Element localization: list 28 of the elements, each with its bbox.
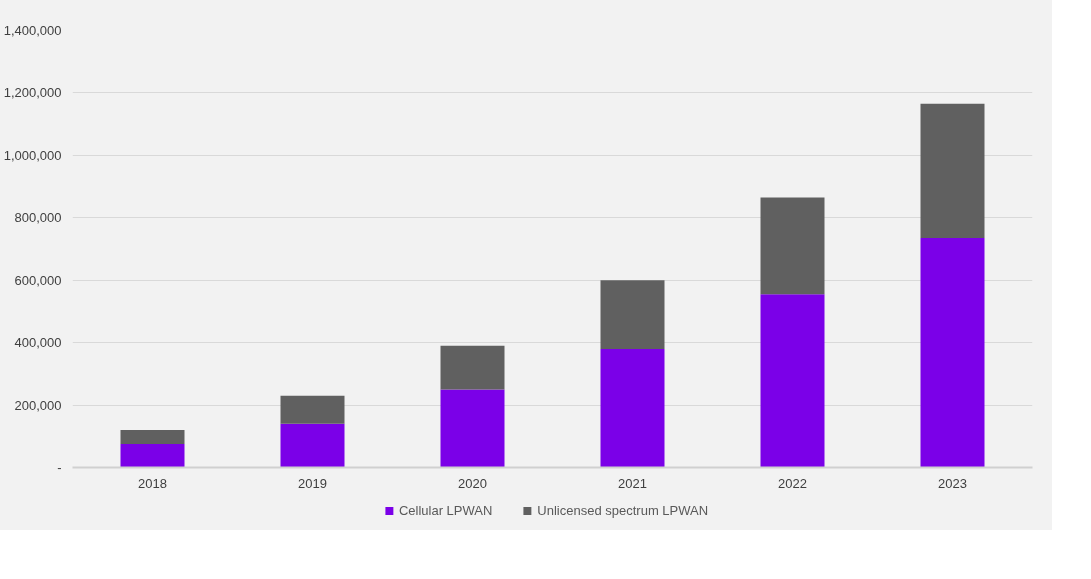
bar — [600, 280, 665, 349]
legend-label: Cellular LPWAN — [398, 502, 493, 518]
y-tick-label: 1,400,000 — [3, 23, 62, 38]
bar — [600, 348, 665, 468]
bar — [440, 389, 505, 468]
y-tick-label: 1,000,000 — [3, 147, 62, 163]
bar — [440, 345, 505, 390]
x-tick-label: 2021 — [618, 475, 647, 491]
x-tick-label: 2019 — [298, 475, 327, 491]
x-tick-label: 2018 — [138, 475, 167, 491]
y-tick-label: 200,000 — [14, 397, 62, 413]
bar — [760, 294, 825, 468]
y-tick-label: - — [57, 460, 62, 475]
bar — [920, 103, 985, 239]
bar — [120, 430, 185, 445]
legend-label: Unlicensed spectrum LPWAN — [537, 502, 709, 518]
y-tick-label: 800,000 — [14, 210, 62, 226]
bar — [280, 395, 345, 424]
y-tick-label: 400,000 — [14, 335, 62, 351]
x-tick-label: 2020 — [458, 475, 487, 491]
bar — [920, 238, 985, 468]
y-tick-label: 1,200,000 — [3, 85, 62, 101]
x-tick-label: 2022 — [778, 475, 807, 491]
y-tick-label: 600,000 — [14, 272, 62, 288]
bar — [120, 444, 185, 468]
bar — [760, 197, 825, 295]
bar — [280, 423, 345, 468]
x-tick-label: 2023 — [938, 475, 967, 491]
